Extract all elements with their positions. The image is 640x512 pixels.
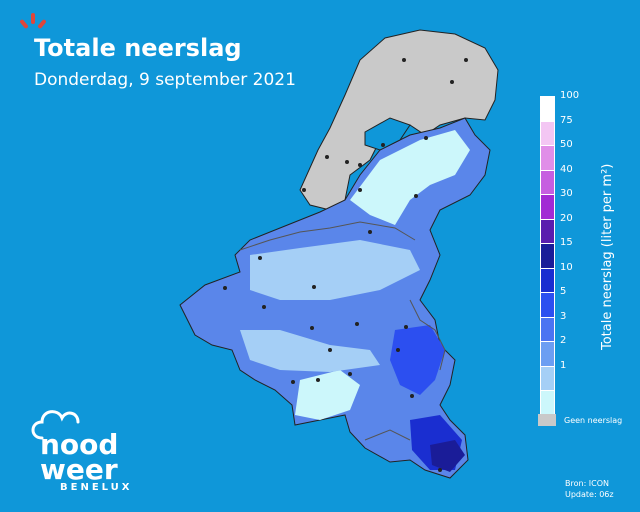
legend-swatch bbox=[540, 96, 555, 121]
legend-swatch bbox=[540, 145, 555, 170]
legend-swatch bbox=[540, 218, 555, 243]
map-zone-darkest bbox=[430, 440, 465, 472]
legend-swatch bbox=[540, 169, 555, 194]
legend-swatch bbox=[540, 292, 555, 317]
legend-swatch bbox=[540, 316, 555, 341]
legend-tick-label: 2 bbox=[560, 335, 567, 346]
map-border-be-de bbox=[409, 299, 446, 371]
legend-tick-label: 40 bbox=[560, 163, 573, 175]
legend-swatch bbox=[540, 120, 555, 145]
map-zone-mid-2 bbox=[240, 330, 380, 372]
update-label: Update: 06z bbox=[565, 490, 614, 499]
map-border-be-lux bbox=[364, 429, 411, 441]
map-zone-light-2 bbox=[295, 370, 360, 420]
legend-tick-label: 3 bbox=[560, 310, 567, 322]
noodweer-logo: nood weer bbox=[31, 410, 118, 482]
map-zone-dark-1 bbox=[390, 325, 445, 395]
map-border-nl-be bbox=[239, 221, 416, 251]
legend-title: Totale neerslag (liter per m²) bbox=[600, 163, 615, 350]
legend-swatch bbox=[540, 390, 555, 415]
legend-swatch bbox=[540, 194, 555, 219]
brand-subtitle: BENELUX bbox=[60, 482, 133, 493]
source-info: Bron: ICON Update: 06z bbox=[565, 478, 614, 500]
city-markers bbox=[223, 58, 468, 472]
legend-tick-label: 10 bbox=[560, 261, 573, 273]
page-subtitle: Donderdag, 9 september 2021 bbox=[34, 70, 296, 90]
brand-rays-icon bbox=[20, 13, 46, 29]
no-data-label: Geen neerslag bbox=[564, 415, 623, 425]
legend-tick-label: 50 bbox=[560, 139, 573, 150]
legend-tick-label: 30 bbox=[560, 188, 573, 199]
map-water-ijsselmeer bbox=[364, 117, 411, 151]
legend-swatch bbox=[540, 365, 555, 390]
source-label: Bron: ICON bbox=[565, 479, 610, 488]
legend-swatch bbox=[540, 267, 555, 292]
map-zone-light-1 bbox=[350, 130, 470, 225]
legend-swatch bbox=[540, 243, 555, 268]
legend-colorbar bbox=[540, 96, 556, 415]
legend-swatch bbox=[540, 341, 555, 366]
brand-line2: weer bbox=[40, 453, 118, 482]
legend-no-data: Geen neerslag bbox=[538, 414, 622, 426]
legend-tick-label: 75 bbox=[560, 114, 573, 126]
brand-line1: nood bbox=[40, 428, 118, 461]
legend-tick-label: 20 bbox=[560, 212, 573, 224]
page-title: Totale neerslag bbox=[34, 34, 242, 62]
legend-tick-label: 15 bbox=[560, 237, 573, 248]
map-region-north-nl bbox=[299, 29, 499, 211]
map-zone-mid-1 bbox=[250, 240, 420, 300]
no-data-swatch bbox=[538, 414, 556, 426]
legend-tick-label: 1 bbox=[560, 359, 567, 371]
legend-tick-label: 5 bbox=[560, 286, 567, 297]
legend-tick-label: 100 bbox=[560, 90, 580, 101]
